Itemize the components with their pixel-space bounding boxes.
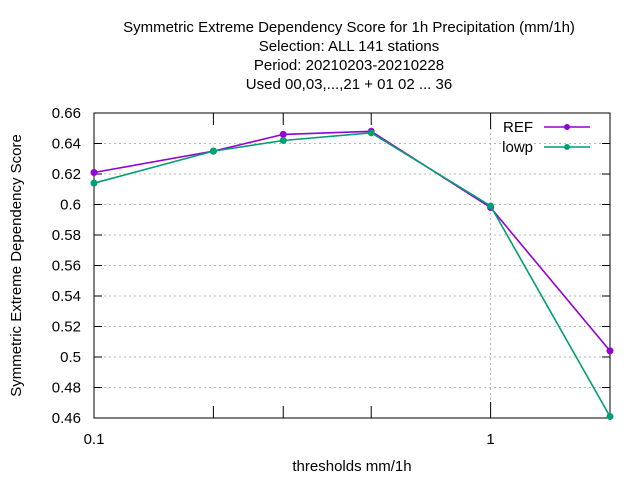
y-tick-label: 0.46 bbox=[52, 410, 81, 427]
y-tick-label: 0.64 bbox=[52, 136, 81, 153]
legend-marker bbox=[564, 124, 570, 130]
series bbox=[90, 127, 614, 420]
y-tick-label: 0.66 bbox=[52, 105, 81, 122]
y-tick-label: 0.56 bbox=[52, 258, 81, 275]
legend-label: lowp bbox=[502, 139, 533, 156]
grid bbox=[94, 112, 610, 419]
series-line bbox=[93, 131, 611, 417]
title-line: Symmetric Extreme Dependency Score for 1… bbox=[123, 19, 575, 36]
y-tick-label: 0.58 bbox=[52, 227, 81, 244]
legend-label: REF bbox=[503, 119, 533, 136]
data-point bbox=[367, 129, 375, 137]
x-tick-label: 0.1 bbox=[84, 431, 105, 448]
y-tick-label: 0.62 bbox=[52, 166, 81, 183]
data-point bbox=[606, 347, 614, 355]
series-lowp bbox=[90, 129, 614, 420]
y-tick-label: 0.6 bbox=[60, 197, 81, 214]
data-point bbox=[209, 147, 217, 155]
data-point bbox=[90, 179, 98, 187]
y-tick-label: 0.52 bbox=[52, 319, 81, 336]
title-line: Selection: ALL 141 stations bbox=[259, 38, 439, 55]
chart-title: Symmetric Extreme Dependency Score for 1… bbox=[123, 19, 575, 93]
axis-ticks: 0.46 0.48 0.5 0.52 0.54 0.56 0.58 0.6 0.62 0.64 0.… bbox=[52, 105, 611, 448]
y-tick-label: 0.5 bbox=[60, 349, 81, 366]
y-axis-label: Symmetric Extreme Dependency Score bbox=[8, 134, 25, 397]
data-point bbox=[606, 412, 614, 420]
legend: REF lowp bbox=[502, 119, 590, 156]
data-point bbox=[279, 130, 287, 138]
x-tick-label: 1 bbox=[486, 431, 494, 448]
series-line bbox=[93, 130, 611, 352]
title-line: Period: 20210203-20210228 bbox=[254, 57, 444, 74]
x-axis-label: thresholds mm/1h bbox=[292, 458, 411, 475]
y-tick-label: 0.54 bbox=[52, 288, 81, 305]
data-point bbox=[487, 202, 495, 210]
title-line: Used 00,03,...,21 + 01 02 ... 36 bbox=[246, 76, 452, 93]
data-point bbox=[279, 136, 287, 144]
data-point bbox=[90, 168, 98, 176]
y-tick-label: 0.48 bbox=[52, 380, 81, 397]
legend-marker bbox=[564, 144, 570, 150]
